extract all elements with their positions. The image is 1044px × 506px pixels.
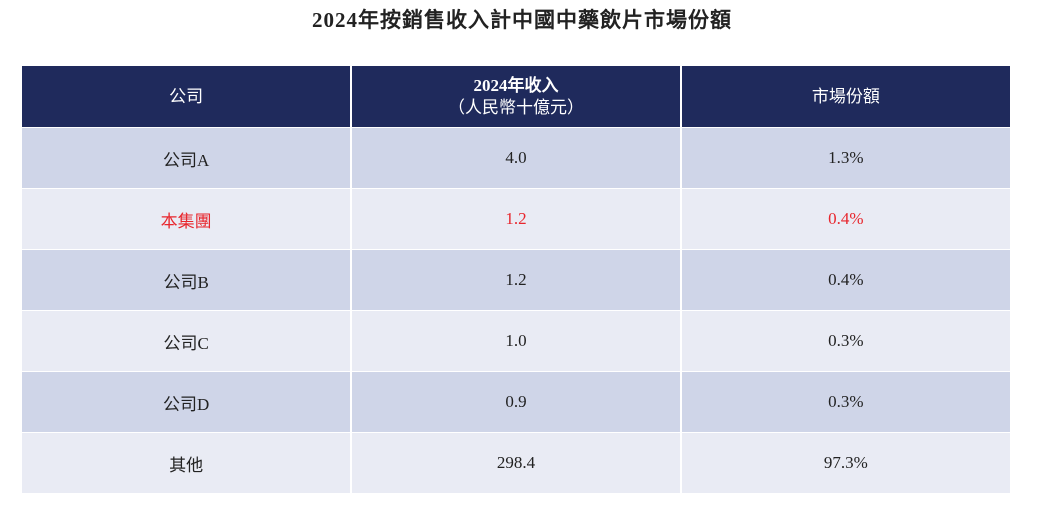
table-cell: 公司C: [22, 310, 353, 372]
table-cell: 1.0: [350, 310, 682, 372]
table-row: 公司A 4.0 1.3%: [22, 127, 1010, 189]
table-cell: 97.3%: [679, 432, 1010, 493]
table-cell: 1.3%: [679, 127, 1010, 189]
table-body: 公司A 4.0 1.3% 本集團 1.2 0.4% 公司B 1.2 0.4% 公司C 1.0 0.3%…: [22, 127, 1010, 493]
column-header: 2024年收入 （人民幣十億元）: [350, 66, 682, 128]
table-cell: 4.0: [350, 127, 682, 189]
table-cell: 0.9: [350, 371, 682, 433]
table-cell: 本集團: [22, 188, 353, 250]
column-header-unit: （人民幣十億元）: [447, 97, 584, 117]
table-cell: 0.4%: [679, 249, 1010, 311]
table-header: 公司 2024年收入 （人民幣十億元） 市場份額: [22, 66, 1010, 128]
column-header: 公司: [22, 66, 353, 128]
table-cell: 公司B: [22, 249, 353, 311]
table-row: 公司C 1.0 0.3%: [22, 310, 1010, 372]
table-row: 公司B 1.2 0.4%: [22, 249, 1010, 311]
table-row: 公司D 0.9 0.3%: [22, 371, 1010, 433]
table-row: 本集團 1.2 0.4%: [22, 188, 1010, 250]
table-cell: 298.4: [350, 432, 682, 493]
table-cell: 其他: [22, 432, 353, 493]
table-cell: 1.2: [350, 188, 682, 250]
header-row: 公司 2024年收入 （人民幣十億元） 市場份額: [22, 66, 1010, 128]
table-cell: 0.3%: [679, 371, 1010, 433]
table-cell: 0.4%: [679, 188, 1010, 250]
column-header: 市場份額: [679, 66, 1010, 128]
table-cell: 公司D: [22, 371, 353, 433]
column-header-text: 2024年收入: [473, 75, 559, 95]
market-share-table: 公司 2024年收入 （人民幣十億元） 市場份額 公司A 4.0 1.3% 本集團 1.…: [22, 66, 1010, 493]
table-row: 其他 298.4 97.3%: [22, 432, 1010, 493]
table-cell: 1.2: [350, 249, 682, 311]
table-cell: 0.3%: [679, 310, 1010, 372]
title: 2024年按銷售收入計中國中藥飲片市場份額: [312, 8, 732, 32]
table-cell: 公司A: [22, 127, 353, 189]
